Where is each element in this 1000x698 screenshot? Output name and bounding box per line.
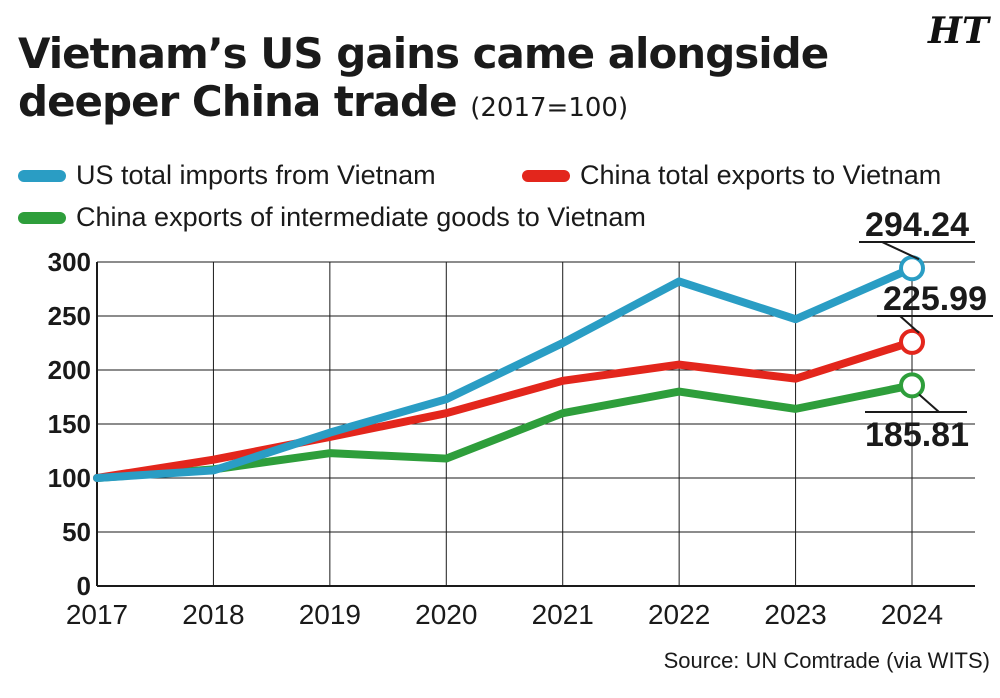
leader-line: [918, 393, 940, 413]
series-line-us: [93, 264, 916, 482]
legend-item-us: US total imports from Vietnam: [18, 160, 436, 191]
chart-subtitle: (2017=100): [470, 93, 629, 123]
x-tick-label: 2017: [66, 599, 128, 630]
y-tick-label: 300: [48, 247, 91, 277]
legend-swatch-china-inter: [18, 211, 66, 224]
end-marker-china-inter: [899, 372, 925, 399]
legend-label-us: US total imports from Vietnam: [76, 160, 436, 190]
series-line-china-total: [93, 337, 916, 482]
end-marker-us: [899, 255, 925, 282]
legend-item-china-inter: China exports of intermediate goods to V…: [18, 202, 646, 233]
y-tick-label: 50: [62, 517, 91, 547]
data-label-china-total: 225.99: [883, 280, 987, 318]
x-tick-label: 2022: [648, 599, 710, 630]
legend-label-china-inter: China exports of intermediate goods to V…: [76, 202, 646, 232]
x-tick-label: 2020: [415, 599, 477, 630]
source-note: Source: UN Comtrade (via WITS): [663, 648, 990, 673]
y-tick-label: 0: [77, 571, 91, 601]
x-tick-label: 2021: [532, 599, 594, 630]
legend-label-china-total: China total exports to Vietnam: [580, 160, 942, 190]
leader-line: [881, 241, 920, 261]
y-tick-label: 250: [48, 301, 91, 331]
data-label-china-inter: 185.81: [865, 416, 969, 454]
legend-swatch-china-total: [522, 169, 570, 182]
y-tick-label: 150: [48, 409, 91, 439]
title-line-2: deeper China trade: [18, 77, 458, 126]
legend-item-china-total: China total exports to Vietnam: [522, 160, 941, 191]
leader-line: [899, 315, 920, 334]
ht-logo: HT: [928, 10, 989, 52]
data-label-us: 294.24: [865, 206, 969, 244]
title-line-1: Vietnam’s US gains came alongside: [18, 29, 829, 78]
x-tick-label: 2023: [764, 599, 826, 630]
legend-swatch-us: [18, 169, 66, 182]
y-tick-label: 200: [48, 355, 91, 385]
chart-title: Vietnam’s US gains came alongside deeper…: [18, 29, 829, 132]
y-tick-label: 100: [48, 463, 91, 493]
x-tick-label: 2019: [299, 599, 361, 630]
end-marker-china-total: [899, 328, 925, 355]
x-tick-label: 2024: [881, 599, 943, 630]
x-tick-label: 2018: [182, 599, 244, 630]
